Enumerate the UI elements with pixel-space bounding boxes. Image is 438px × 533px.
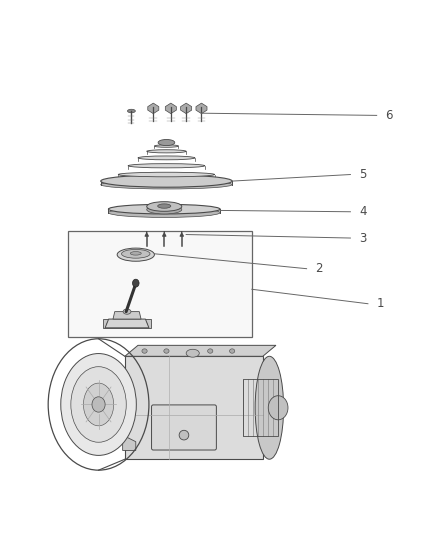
Ellipse shape [83, 383, 114, 426]
Ellipse shape [131, 252, 141, 255]
Ellipse shape [179, 430, 189, 440]
FancyBboxPatch shape [152, 405, 216, 450]
Ellipse shape [109, 208, 220, 217]
Polygon shape [177, 243, 186, 250]
Ellipse shape [127, 109, 135, 113]
Text: 2: 2 [315, 262, 323, 275]
Polygon shape [196, 103, 207, 114]
Polygon shape [125, 356, 263, 459]
Text: 1: 1 [377, 297, 384, 310]
Ellipse shape [142, 322, 147, 326]
Ellipse shape [268, 395, 288, 420]
Ellipse shape [158, 140, 175, 146]
Polygon shape [142, 243, 151, 250]
Ellipse shape [118, 172, 215, 177]
Text: 4: 4 [359, 205, 367, 218]
Ellipse shape [255, 356, 284, 459]
Ellipse shape [109, 204, 220, 214]
Ellipse shape [154, 145, 178, 147]
Polygon shape [180, 103, 192, 114]
Text: 6: 6 [385, 109, 393, 122]
Polygon shape [123, 435, 136, 450]
Ellipse shape [71, 367, 126, 442]
Ellipse shape [61, 353, 136, 455]
FancyBboxPatch shape [68, 231, 252, 336]
Ellipse shape [138, 156, 195, 160]
Ellipse shape [121, 249, 150, 258]
Ellipse shape [101, 180, 232, 189]
Ellipse shape [128, 164, 205, 168]
Ellipse shape [101, 175, 232, 187]
Ellipse shape [230, 349, 235, 353]
Ellipse shape [147, 201, 182, 211]
Ellipse shape [123, 309, 131, 314]
Ellipse shape [142, 349, 147, 353]
Ellipse shape [208, 349, 213, 353]
Polygon shape [105, 319, 149, 328]
Text: 3: 3 [359, 231, 367, 245]
Polygon shape [160, 243, 169, 250]
Ellipse shape [92, 397, 105, 412]
Ellipse shape [107, 322, 112, 326]
Polygon shape [125, 345, 276, 356]
Polygon shape [148, 103, 159, 114]
Ellipse shape [147, 150, 186, 153]
Ellipse shape [132, 279, 139, 287]
FancyBboxPatch shape [103, 319, 151, 328]
Ellipse shape [147, 205, 182, 214]
Ellipse shape [117, 248, 154, 261]
Polygon shape [165, 103, 177, 114]
Ellipse shape [164, 349, 169, 353]
Polygon shape [113, 312, 141, 319]
Ellipse shape [158, 204, 171, 208]
Ellipse shape [186, 349, 199, 357]
Text: 5: 5 [359, 168, 367, 181]
